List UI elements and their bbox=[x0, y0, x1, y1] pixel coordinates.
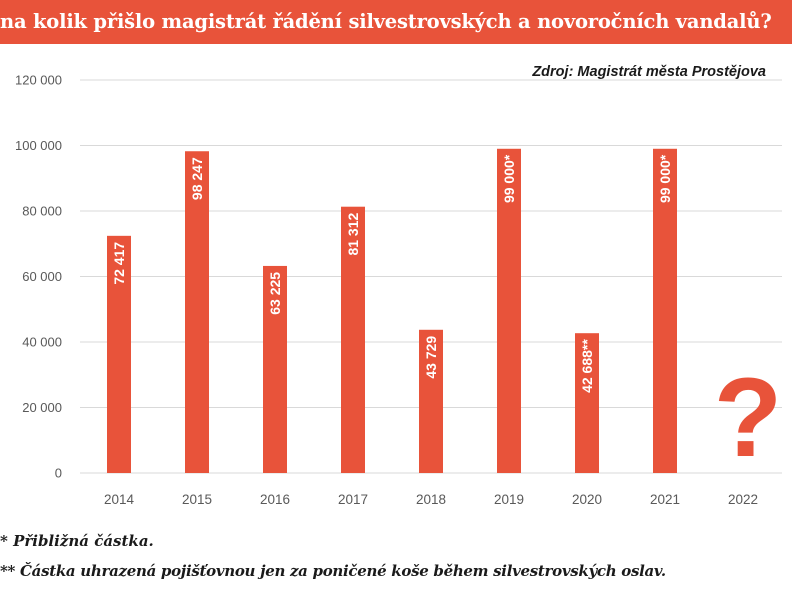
bar bbox=[653, 148, 677, 473]
bar-data-label: 99 000* bbox=[501, 154, 517, 203]
bar-data-label: 43 729 bbox=[423, 336, 439, 379]
bar bbox=[497, 148, 521, 473]
bar bbox=[575, 333, 599, 473]
bar bbox=[107, 235, 131, 473]
bar-data-label: 81 312 bbox=[345, 212, 361, 255]
bar-chart-svg: 0 20 000 40 000 60 000 80 000 100 000 120 000 7… bbox=[15, 73, 782, 507]
y-tick-label: 20 000 bbox=[22, 400, 62, 415]
question-mark-2022: ? bbox=[713, 355, 783, 480]
chart-plot-area: 0 20 000 40 000 60 000 80 000 100 000 120 000 7… bbox=[0, 44, 792, 520]
x-tick-label: 2018 bbox=[416, 492, 446, 507]
x-tick-label: 2014 bbox=[104, 492, 135, 507]
x-tick-label: 2015 bbox=[182, 492, 212, 507]
x-tick-label: 2017 bbox=[338, 492, 368, 507]
bar bbox=[185, 151, 209, 473]
y-tick-label: 80 000 bbox=[22, 204, 62, 219]
bar-data-label: 42 688** bbox=[579, 339, 595, 393]
footnote-approximate: * Přibližná částka. bbox=[0, 532, 154, 550]
chart-title: na kolik přišlo magistrát řádění silvest… bbox=[0, 0, 792, 44]
y-tick-label: 40 000 bbox=[22, 335, 62, 350]
x-tick-label: 2021 bbox=[650, 492, 680, 507]
source-note: Zdroj: Magistrát města Prostějova bbox=[532, 64, 766, 80]
y-tick-label: 100 000 bbox=[15, 138, 62, 153]
footnote-insurance: ** Částka uhrazená pojišťovnou jen za po… bbox=[0, 562, 666, 580]
bar-data-label: 99 000* bbox=[657, 154, 673, 203]
y-tick-label: 60 000 bbox=[22, 269, 62, 284]
bar bbox=[419, 329, 443, 473]
y-tick-label: 120 000 bbox=[15, 73, 62, 88]
bar-data-label: 63 225 bbox=[267, 272, 283, 315]
x-tick-label: 2019 bbox=[494, 492, 524, 507]
bar-data-label: 98 247 bbox=[189, 157, 205, 200]
bar-data-label: 72 417 bbox=[111, 242, 127, 285]
bar bbox=[263, 265, 287, 473]
bar bbox=[341, 206, 365, 474]
y-tick-label: 0 bbox=[55, 466, 62, 481]
x-tick-label: 2022 bbox=[728, 492, 758, 507]
x-tick-label: 2016 bbox=[260, 492, 290, 507]
x-tick-label: 2020 bbox=[572, 492, 602, 507]
